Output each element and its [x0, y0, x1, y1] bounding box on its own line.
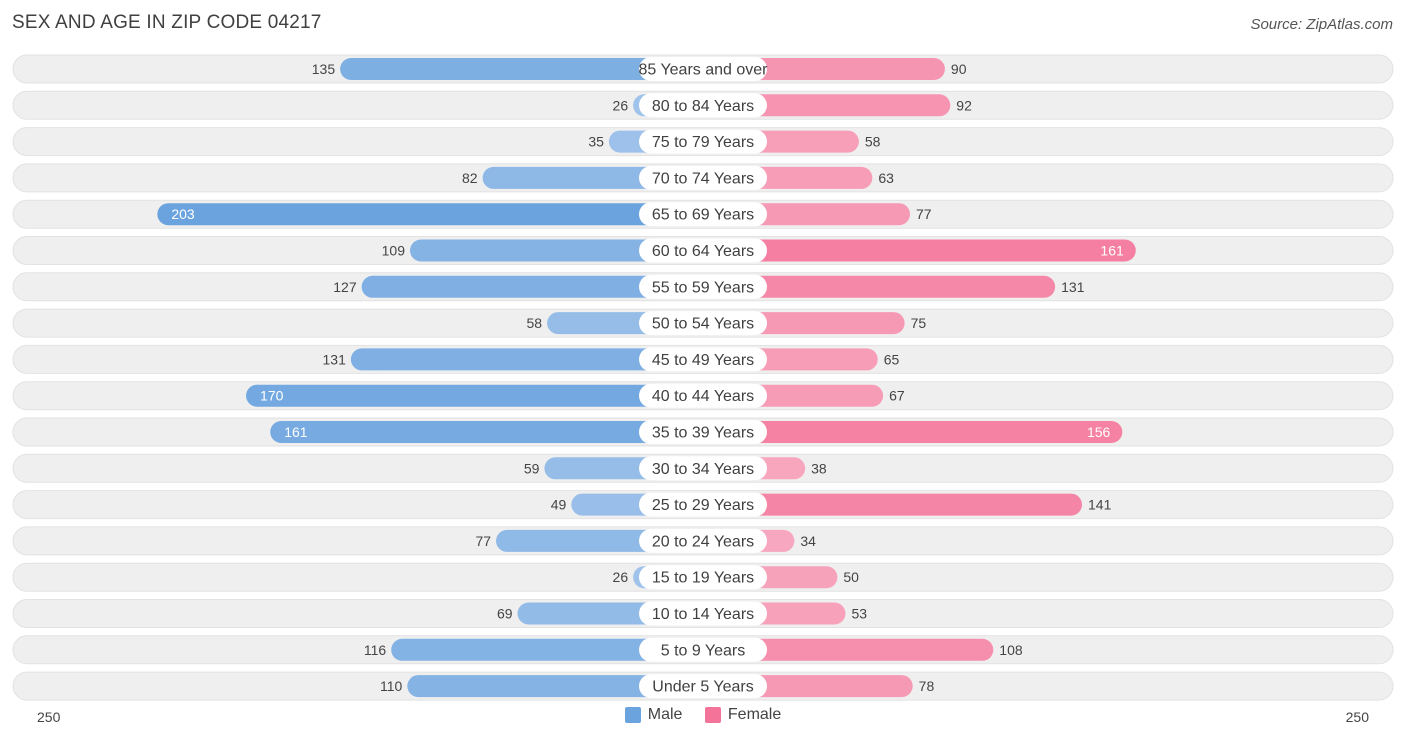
value-label-male: 69	[497, 606, 513, 622]
category-label-bg	[639, 93, 767, 118]
bar-female	[703, 239, 1136, 262]
category-label-bg	[639, 202, 767, 227]
category-label: 85 Years and over	[639, 62, 769, 79]
category-label: 65 to 69 Years	[652, 207, 754, 224]
value-label-female: 90	[951, 61, 967, 77]
category-label: Under 5 Years	[652, 679, 753, 696]
value-label-female: 141	[1088, 497, 1112, 513]
value-label-male: 35	[588, 134, 604, 150]
category-label: 60 to 64 Years	[652, 243, 754, 260]
value-label-female: 156	[1087, 424, 1111, 440]
value-label-male: 49	[551, 497, 567, 513]
value-label-female: 67	[889, 388, 905, 404]
value-label-female: 78	[919, 678, 935, 694]
value-label-male: 77	[475, 533, 491, 549]
value-label-male: 26	[613, 569, 629, 585]
bar-male	[350, 348, 703, 371]
category-label: 80 to 84 Years	[652, 98, 754, 115]
category-label: 10 to 14 Years	[652, 606, 754, 623]
category-label-bg	[639, 601, 767, 626]
value-label-male: 58	[527, 315, 543, 331]
value-label-female: 92	[956, 97, 972, 113]
category-label-bg	[639, 420, 767, 444]
category-label: 20 to 24 Years	[652, 533, 754, 550]
value-label-male: 127	[333, 279, 357, 295]
category-label-bg	[639, 383, 767, 408]
value-label-female: 34	[800, 533, 816, 549]
category-label-bg	[639, 674, 767, 699]
category-label: 70 to 74 Years	[652, 170, 754, 187]
legend: Male Female	[0, 706, 1406, 728]
bar-female	[703, 493, 1083, 516]
bar-male	[410, 239, 703, 262]
category-label-bg	[639, 274, 767, 299]
bar-male	[361, 275, 703, 298]
legend-label-male: Male	[647, 706, 683, 723]
value-label-male: 110	[380, 678, 403, 694]
category-label: 40 to 44 Years	[652, 388, 754, 405]
bar-male	[246, 384, 704, 407]
value-label-male: 116	[364, 642, 387, 658]
category-label-bg	[639, 492, 767, 517]
value-label-female: 131	[1061, 279, 1085, 295]
category-label-bg	[639, 456, 767, 481]
value-label-female: 161	[1100, 243, 1124, 259]
category-label-bg	[639, 637, 767, 662]
legend-swatch-male	[624, 707, 641, 723]
bar-male	[391, 638, 703, 661]
category-label: 50 to 54 Years	[652, 316, 754, 333]
bar-male	[270, 421, 703, 443]
value-label-male: 203	[171, 206, 195, 222]
value-label-male: 26	[613, 97, 629, 113]
legend-swatch-female	[704, 707, 721, 723]
value-label-female: 58	[865, 134, 881, 150]
value-label-female: 38	[811, 460, 827, 476]
axis-left-label: 250	[37, 709, 61, 725]
category-label: 75 to 79 Years	[652, 134, 754, 151]
category-label: 25 to 29 Years	[652, 497, 754, 514]
value-label-male: 59	[524, 460, 540, 476]
value-label-female: 108	[999, 642, 1023, 658]
source-label: Source: ZipAtlas.com	[1250, 16, 1393, 33]
value-label-female: 53	[851, 606, 867, 622]
bar-male	[157, 203, 703, 226]
value-label-female: 77	[916, 206, 932, 222]
value-label-female: 63	[878, 170, 894, 186]
category-label: 15 to 19 Years	[652, 570, 754, 587]
category-label-bg	[639, 311, 767, 336]
category-label-bg	[639, 165, 767, 190]
legend-label-female: Female	[727, 706, 782, 723]
bar-male	[407, 675, 703, 698]
bar-female	[703, 638, 994, 661]
category-label: 5 to 9 Years	[661, 642, 746, 659]
legend-item-female[interactable]: Female	[704, 706, 782, 724]
category-label: 45 to 49 Years	[652, 352, 754, 369]
category-label-bg	[639, 129, 767, 154]
category-label: 35 to 39 Years	[652, 425, 754, 442]
bar-male	[340, 58, 703, 80]
value-label-male: 131	[323, 351, 347, 367]
value-label-female: 50	[843, 569, 859, 585]
category-label-bg	[639, 238, 767, 263]
category-label-bg	[639, 565, 767, 590]
category-label-bg	[639, 528, 767, 553]
bar-female	[703, 275, 1056, 298]
category-label: 55 to 59 Years	[652, 279, 754, 296]
category-label: 30 to 34 Years	[652, 461, 754, 478]
value-label-male: 109	[382, 243, 406, 259]
legend-item-male[interactable]: Male	[624, 706, 683, 724]
value-label-male: 135	[312, 61, 336, 77]
value-label-male: 161	[284, 424, 308, 440]
value-label-male: 82	[462, 170, 478, 186]
value-label-female: 75	[911, 315, 927, 331]
bar-female	[703, 421, 1123, 443]
category-label-bg	[639, 57, 767, 81]
category-label-bg	[639, 347, 767, 372]
value-label-female: 65	[884, 351, 900, 367]
axis-right-label: 250	[1345, 709, 1369, 725]
chart-title: SEX AND AGE IN ZIP CODE 04217	[12, 12, 322, 33]
value-label-male: 170	[260, 388, 284, 404]
